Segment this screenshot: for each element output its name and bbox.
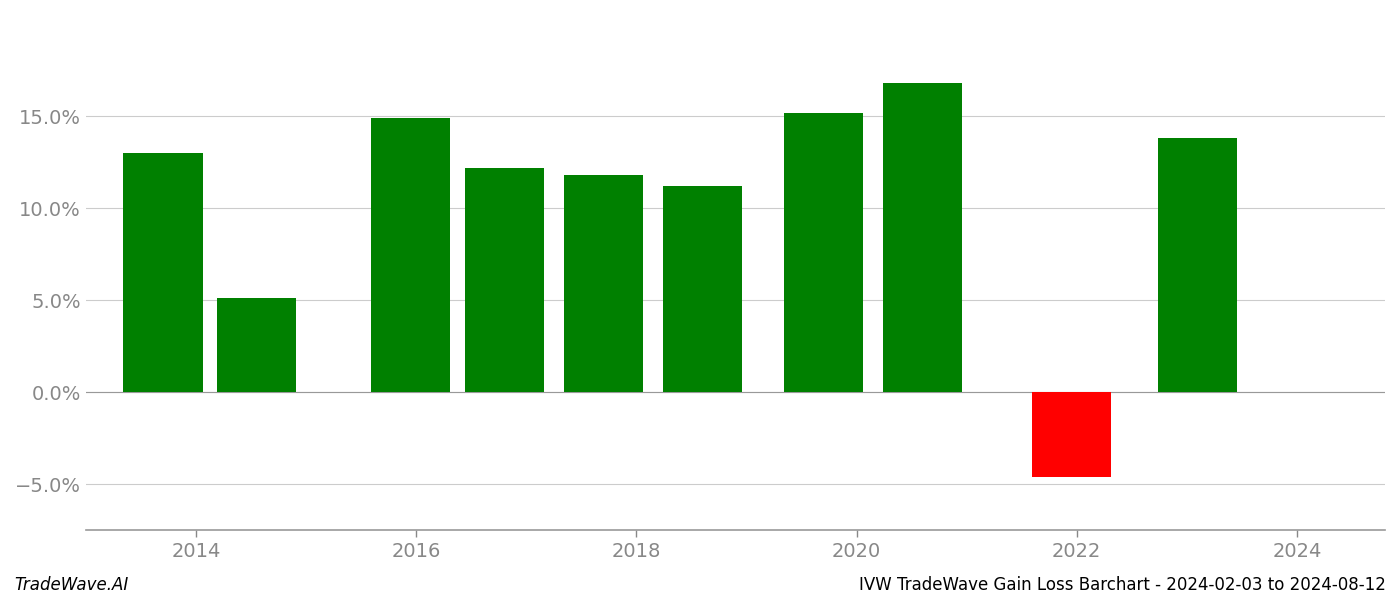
Bar <box>662 186 742 392</box>
Bar <box>1158 138 1238 392</box>
Text: IVW TradeWave Gain Loss Barchart - 2024-02-03 to 2024-08-12: IVW TradeWave Gain Loss Barchart - 2024-… <box>860 576 1386 594</box>
Bar <box>784 113 864 392</box>
Bar <box>465 168 543 392</box>
Bar <box>1032 392 1110 477</box>
Bar <box>217 298 297 392</box>
Bar <box>371 118 451 392</box>
Bar <box>564 175 643 392</box>
Bar <box>123 153 203 392</box>
Bar <box>883 83 962 392</box>
Text: TradeWave.AI: TradeWave.AI <box>14 576 129 594</box>
